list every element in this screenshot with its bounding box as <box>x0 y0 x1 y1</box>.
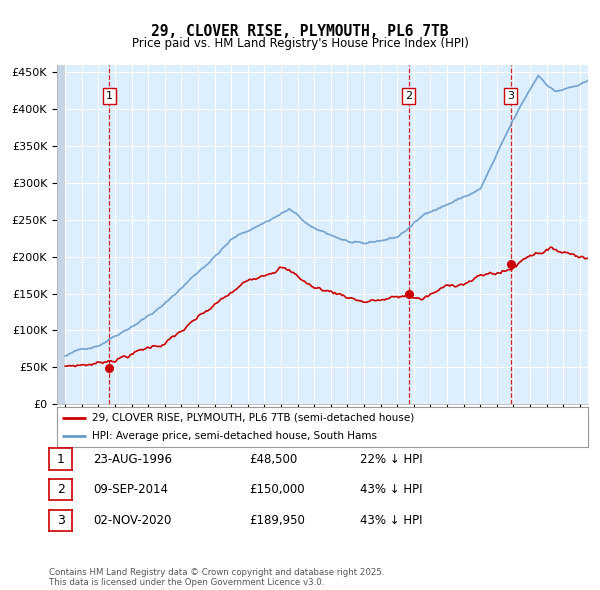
Text: Contains HM Land Registry data © Crown copyright and database right 2025.
This d: Contains HM Land Registry data © Crown c… <box>49 568 385 587</box>
Text: £189,950: £189,950 <box>249 514 305 527</box>
Text: 23-AUG-1996: 23-AUG-1996 <box>93 453 172 466</box>
Text: 22% ↓ HPI: 22% ↓ HPI <box>360 453 422 466</box>
Text: 2: 2 <box>56 483 65 496</box>
Polygon shape <box>57 65 65 404</box>
Text: 3: 3 <box>507 91 514 101</box>
Text: £48,500: £48,500 <box>249 453 297 466</box>
Text: 1: 1 <box>106 91 113 101</box>
Text: HPI: Average price, semi-detached house, South Hams: HPI: Average price, semi-detached house,… <box>92 431 377 441</box>
Text: 1: 1 <box>56 453 65 466</box>
Text: 2: 2 <box>405 91 412 101</box>
Text: Price paid vs. HM Land Registry's House Price Index (HPI): Price paid vs. HM Land Registry's House … <box>131 37 469 50</box>
Text: 43% ↓ HPI: 43% ↓ HPI <box>360 514 422 527</box>
Text: 02-NOV-2020: 02-NOV-2020 <box>93 514 172 527</box>
Text: 43% ↓ HPI: 43% ↓ HPI <box>360 483 422 496</box>
Text: £150,000: £150,000 <box>249 483 305 496</box>
Text: 29, CLOVER RISE, PLYMOUTH, PL6 7TB (semi-detached house): 29, CLOVER RISE, PLYMOUTH, PL6 7TB (semi… <box>92 413 414 423</box>
Text: 09-SEP-2014: 09-SEP-2014 <box>93 483 168 496</box>
Text: 3: 3 <box>56 514 65 527</box>
Text: 29, CLOVER RISE, PLYMOUTH, PL6 7TB: 29, CLOVER RISE, PLYMOUTH, PL6 7TB <box>151 24 449 38</box>
